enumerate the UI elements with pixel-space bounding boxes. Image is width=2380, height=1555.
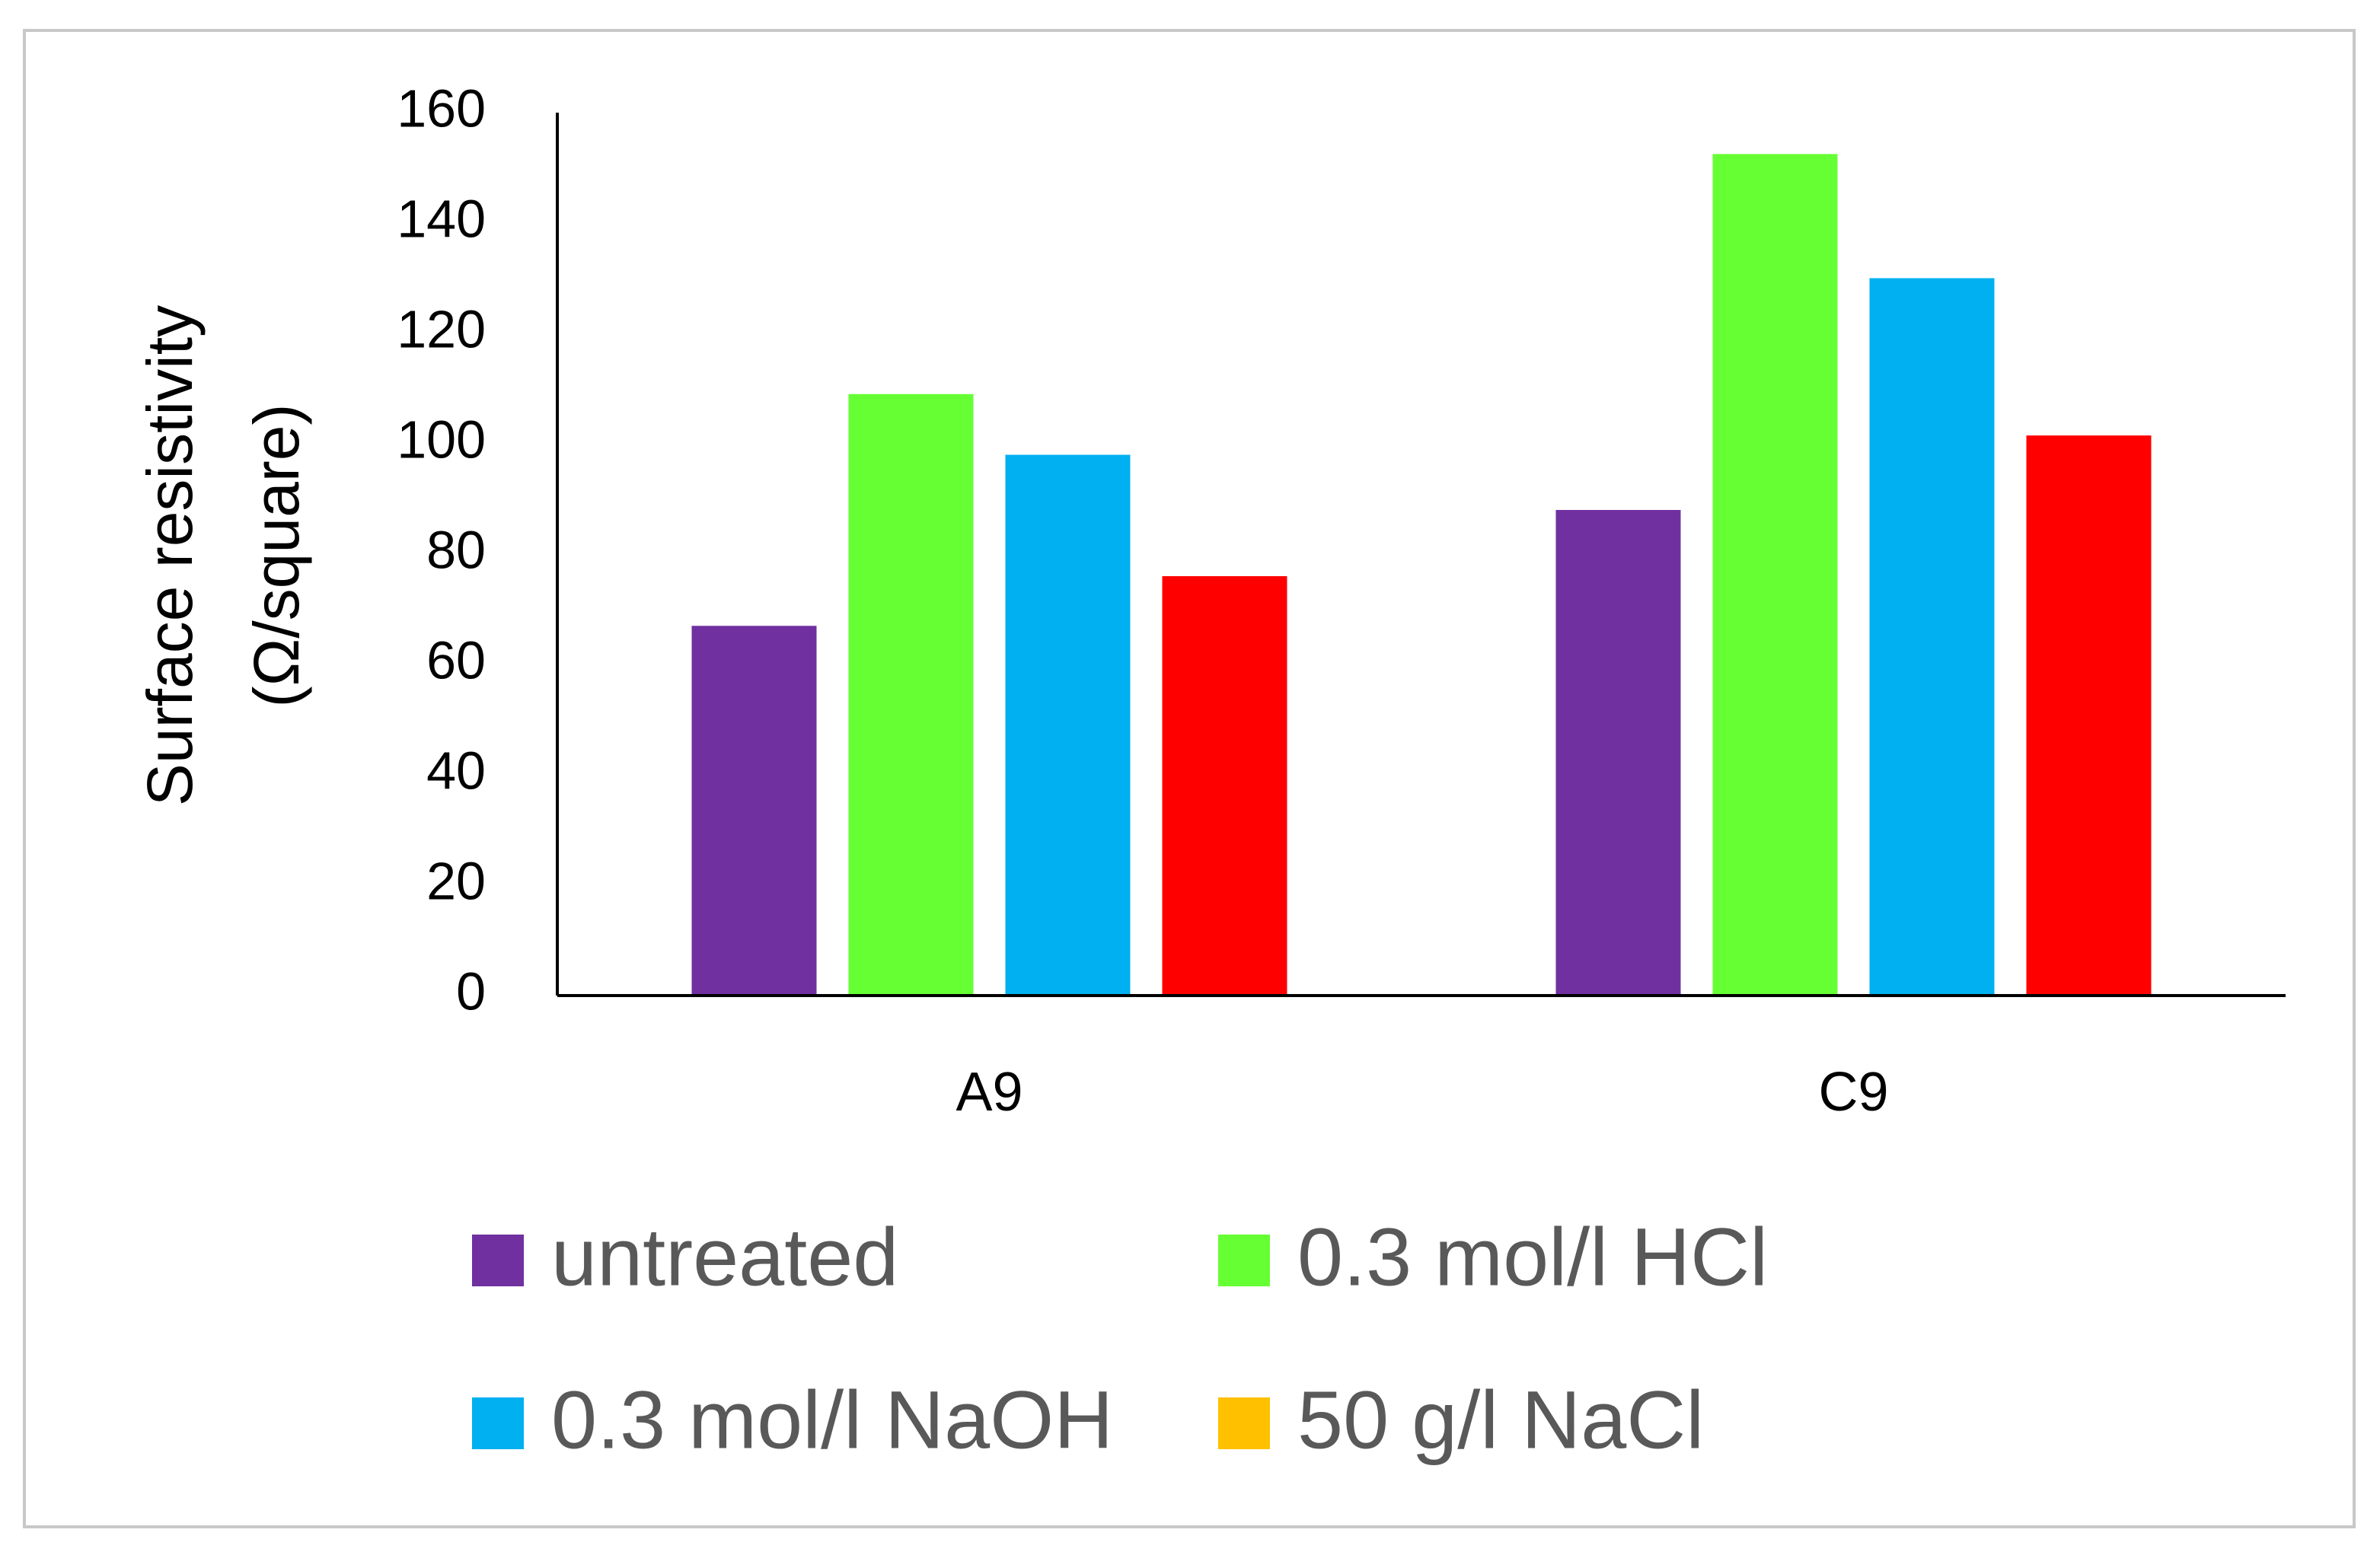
y-tick-label: 60 (426, 630, 486, 690)
bar (1005, 454, 1131, 996)
bar (1869, 278, 1995, 996)
legend-label: 0.3 mol/l NaOH (551, 1374, 1113, 1466)
y-tick-label: 80 (426, 520, 486, 579)
bar (1162, 576, 1287, 996)
legend-swatch (1218, 1235, 1270, 1286)
bar (1712, 154, 1838, 996)
y-tick-label: 100 (397, 409, 486, 469)
y-tick-label: 20 (426, 851, 486, 910)
legend-label: 0.3 mol/l HCl (1297, 1211, 1768, 1303)
y-axis-label-line: Surface resistivity (134, 305, 206, 806)
y-tick-label: 120 (397, 299, 486, 358)
y-tick-label: 160 (397, 78, 486, 138)
legend-label: 50 g/l NaCl (1297, 1374, 1704, 1466)
bar (691, 626, 817, 996)
bar (848, 394, 974, 996)
x-tick-label: A9 (956, 1062, 1023, 1123)
y-tick-label: 0 (456, 961, 486, 1021)
bar (2026, 435, 2152, 996)
y-tick-label: 140 (397, 189, 486, 248)
x-tick-label: C9 (1818, 1062, 1888, 1123)
legend-swatch (472, 1235, 524, 1286)
y-axis-label-line: (Ω/square) (241, 404, 312, 708)
legend-swatch (472, 1397, 524, 1449)
legend-swatch (1218, 1397, 1270, 1449)
legend-label: untreated (551, 1211, 898, 1303)
y-axis-label: Surface resistivity (Ω/square) (134, 305, 312, 806)
bar (1555, 510, 1681, 996)
y-tick-label: 40 (426, 741, 486, 800)
